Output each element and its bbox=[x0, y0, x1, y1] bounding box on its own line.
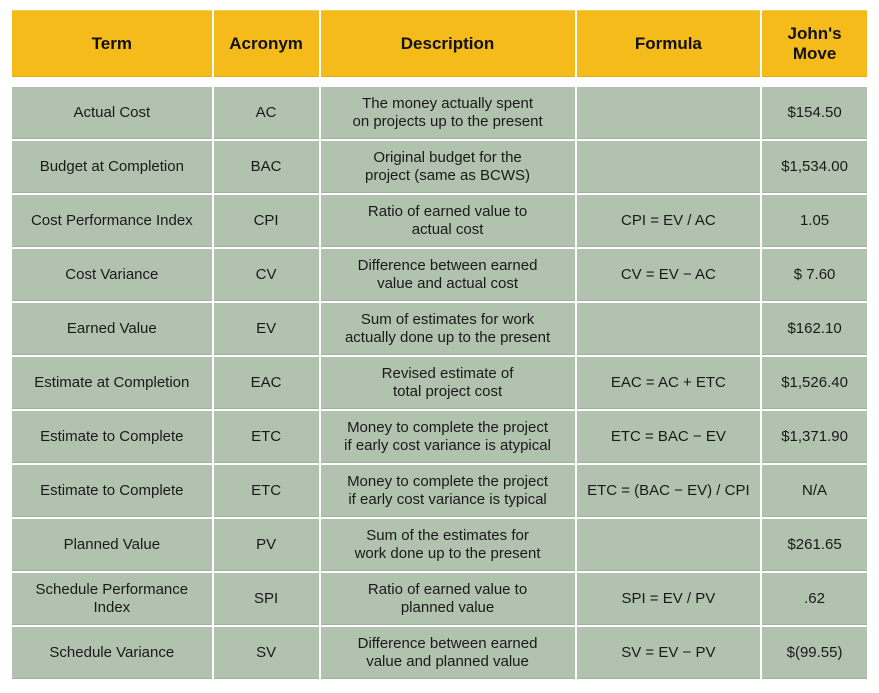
cell-description: Ratio of earned value toplanned value bbox=[321, 573, 575, 625]
cell-description: Revised estimate oftotal project cost bbox=[321, 357, 575, 409]
cell-formula bbox=[577, 141, 761, 193]
cell-formula: SV = EV − PV bbox=[577, 627, 761, 679]
table-row: Planned ValuePVSum of the estimates forw… bbox=[12, 519, 867, 571]
cell-formula: ETC = BAC − EV bbox=[577, 411, 761, 463]
table-row: Actual CostACThe money actually spenton … bbox=[12, 87, 867, 139]
cell-description: The money actually spenton projects up t… bbox=[321, 87, 575, 139]
header-row: Term Acronym Description Formula John'sM… bbox=[12, 10, 867, 77]
cell-term: Schedule Variance bbox=[12, 627, 212, 679]
cell-johns-move: $ 7.60 bbox=[762, 249, 867, 301]
cell-description: Ratio of earned value toactual cost bbox=[321, 195, 575, 247]
cell-acronym: PV bbox=[214, 519, 319, 571]
cell-johns-move: N/A bbox=[762, 465, 867, 517]
cell-johns-move: $(99.55) bbox=[762, 627, 867, 679]
cell-term: Estimate to Complete bbox=[12, 411, 212, 463]
cell-term: Earned Value bbox=[12, 303, 212, 355]
col-description: Description bbox=[321, 10, 575, 77]
cell-acronym: EV bbox=[214, 303, 319, 355]
cell-johns-move: $162.10 bbox=[762, 303, 867, 355]
table-row: Estimate to CompleteETCMoney to complete… bbox=[12, 465, 867, 517]
cell-acronym: AC bbox=[214, 87, 319, 139]
cell-description: Difference between earnedvalue and plann… bbox=[321, 627, 575, 679]
cell-formula: CPI = EV / AC bbox=[577, 195, 761, 247]
cell-description: Sum of estimates for workactually done u… bbox=[321, 303, 575, 355]
cell-acronym: CV bbox=[214, 249, 319, 301]
cell-formula bbox=[577, 87, 761, 139]
cell-term: Estimate to Complete bbox=[12, 465, 212, 517]
cell-formula bbox=[577, 519, 761, 571]
cell-formula: ETC = (BAC − EV) / CPI bbox=[577, 465, 761, 517]
table-row: Budget at CompletionBACOriginal budget f… bbox=[12, 141, 867, 193]
table-row: Estimate to CompleteETCMoney to complete… bbox=[12, 411, 867, 463]
cell-term: Planned Value bbox=[12, 519, 212, 571]
cell-term: Actual Cost bbox=[12, 87, 212, 139]
cell-term: Schedule Performance Index bbox=[12, 573, 212, 625]
cell-acronym: ETC bbox=[214, 465, 319, 517]
col-acronym: Acronym bbox=[214, 10, 319, 77]
cell-johns-move: $154.50 bbox=[762, 87, 867, 139]
cell-johns-move: $1,526.40 bbox=[762, 357, 867, 409]
cell-acronym: SPI bbox=[214, 573, 319, 625]
cell-johns-move: $261.65 bbox=[762, 519, 867, 571]
col-johns-move: John'sMove bbox=[762, 10, 867, 77]
table-row: Earned ValueEVSum of estimates for worka… bbox=[12, 303, 867, 355]
table-row: Cost VarianceCVDifference between earned… bbox=[12, 249, 867, 301]
cell-description: Sum of the estimates forwork done up to … bbox=[321, 519, 575, 571]
cell-acronym: BAC bbox=[214, 141, 319, 193]
cell-description: Difference between earnedvalue and actua… bbox=[321, 249, 575, 301]
cell-acronym: CPI bbox=[214, 195, 319, 247]
table-row: Schedule Performance IndexSPIRatio of ea… bbox=[12, 573, 867, 625]
cell-description: Original budget for theproject (same as … bbox=[321, 141, 575, 193]
cell-johns-move: $1,371.90 bbox=[762, 411, 867, 463]
cell-formula: EAC = AC + ETC bbox=[577, 357, 761, 409]
cell-johns-move: 1.05 bbox=[762, 195, 867, 247]
evm-table-body: Actual CostACThe money actually spenton … bbox=[10, 85, 869, 681]
cell-acronym: EAC bbox=[214, 357, 319, 409]
table-row: Estimate at CompletionEACRevised estimat… bbox=[12, 357, 867, 409]
evm-table-header: Term Acronym Description Formula John'sM… bbox=[10, 8, 869, 79]
cell-formula bbox=[577, 303, 761, 355]
table-row: Schedule VarianceSVDifference between ea… bbox=[12, 627, 867, 679]
cell-description: Money to complete the projectif early co… bbox=[321, 411, 575, 463]
cell-term: Cost Variance bbox=[12, 249, 212, 301]
cell-term: Cost Performance Index bbox=[12, 195, 212, 247]
cell-johns-move: .62 bbox=[762, 573, 867, 625]
cell-description: Money to complete the projectif early co… bbox=[321, 465, 575, 517]
cell-term: Estimate at Completion bbox=[12, 357, 212, 409]
col-term: Term bbox=[12, 10, 212, 77]
col-formula: Formula bbox=[577, 10, 761, 77]
cell-johns-move: $1,534.00 bbox=[762, 141, 867, 193]
cell-term: Budget at Completion bbox=[12, 141, 212, 193]
cell-formula: CV = EV − AC bbox=[577, 249, 761, 301]
cell-formula: SPI = EV / PV bbox=[577, 573, 761, 625]
cell-acronym: ETC bbox=[214, 411, 319, 463]
table-row: Cost Performance IndexCPIRatio of earned… bbox=[12, 195, 867, 247]
cell-acronym: SV bbox=[214, 627, 319, 679]
